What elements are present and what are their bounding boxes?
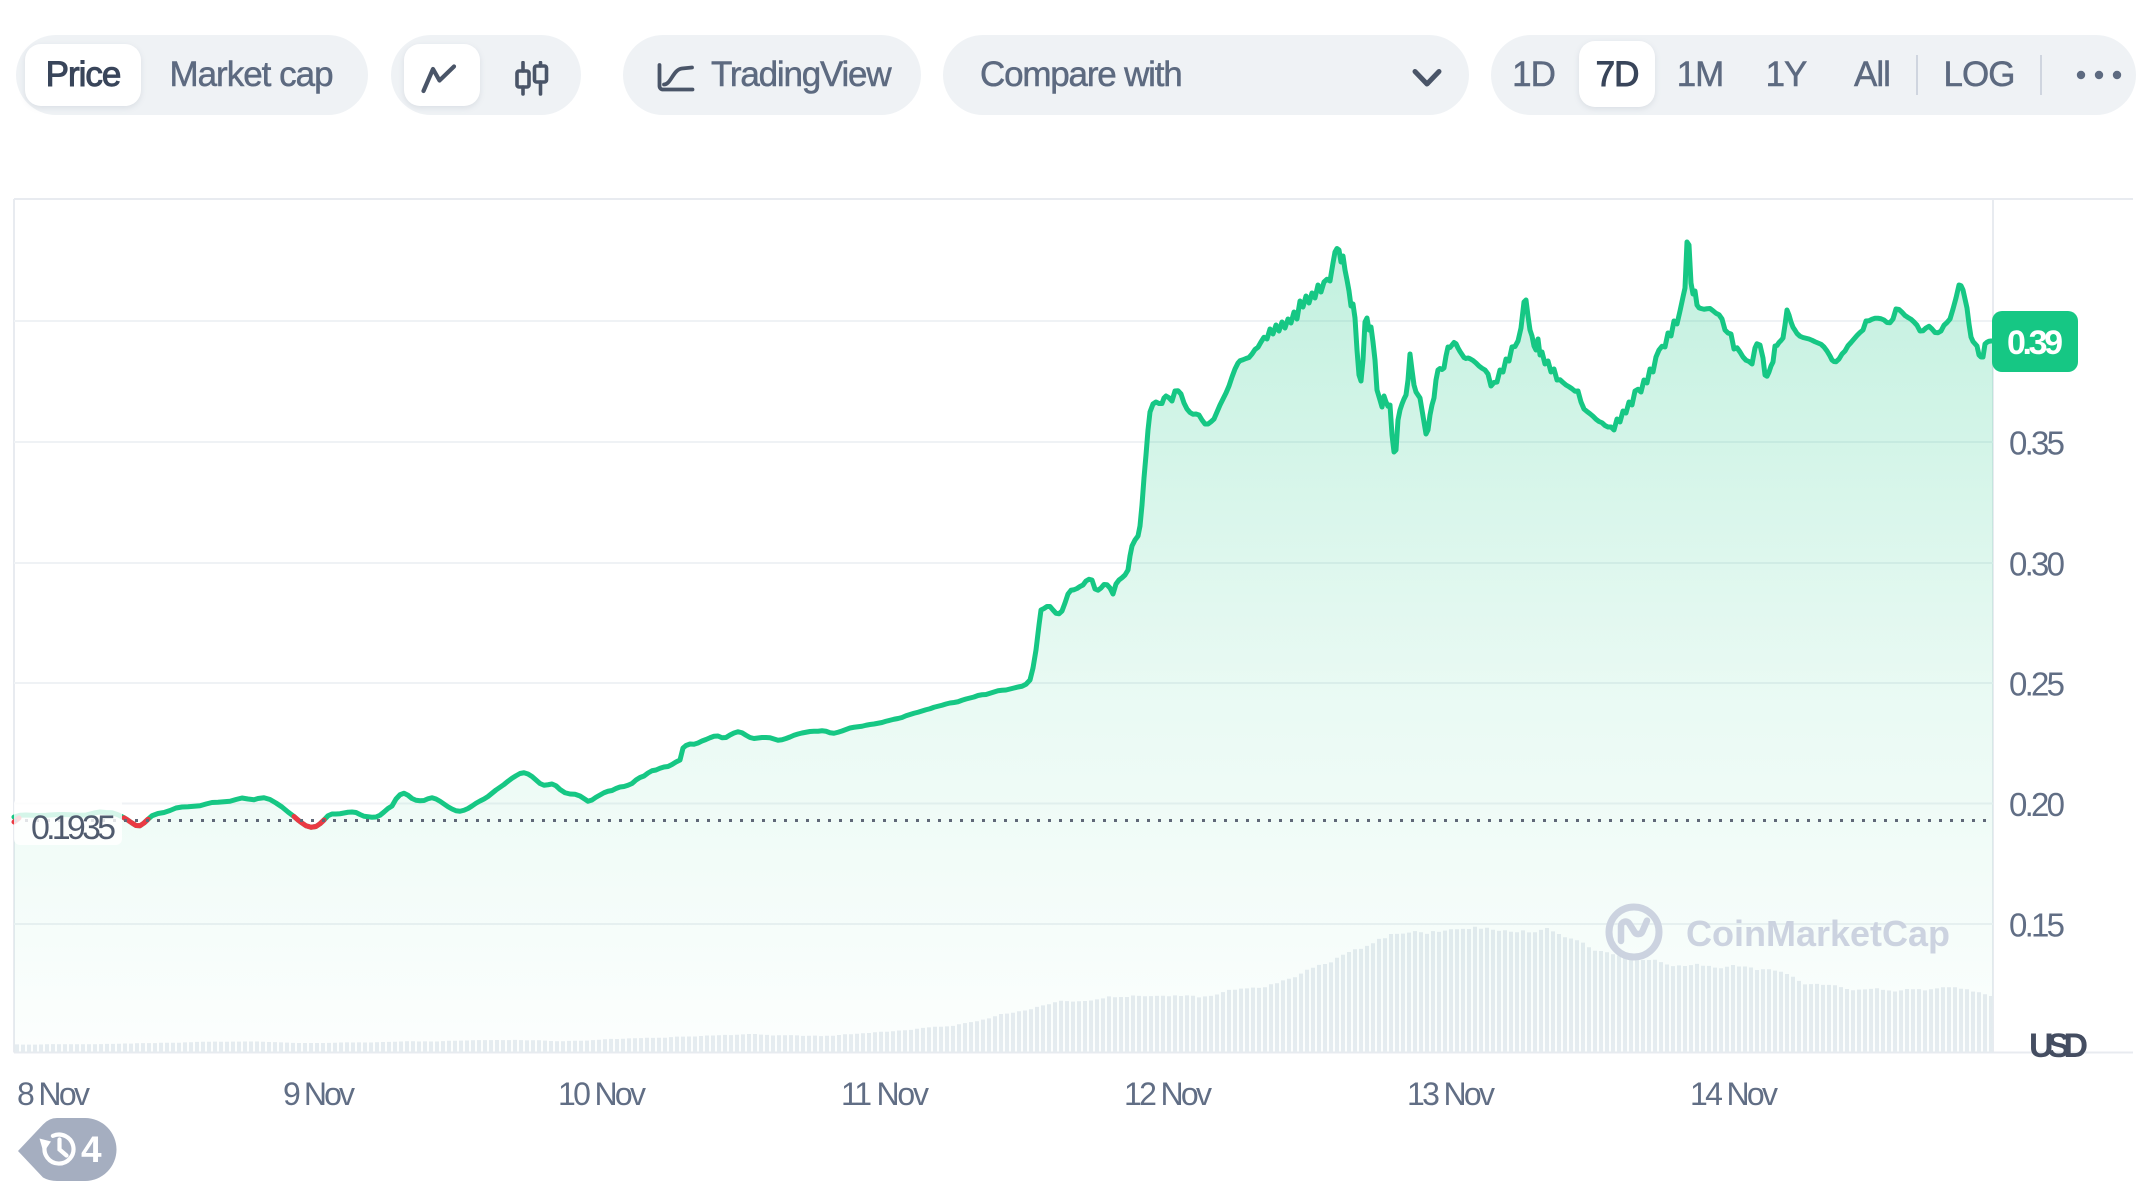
svg-text:0.25: 0.25	[2009, 666, 2065, 703]
svg-text:11 Nov: 11 Nov	[841, 1076, 929, 1112]
svg-text:10 Nov: 10 Nov	[558, 1076, 646, 1112]
svg-text:CoinMarketCap: CoinMarketCap	[1686, 913, 1950, 954]
svg-text:12 Nov: 12 Nov	[1124, 1076, 1212, 1112]
svg-text:0.20: 0.20	[2009, 786, 2065, 823]
svg-text:4: 4	[81, 1129, 102, 1170]
svg-text:0.15: 0.15	[2009, 907, 2065, 944]
svg-text:0.1935: 0.1935	[31, 809, 116, 847]
svg-text:13 Nov: 13 Nov	[1407, 1076, 1495, 1112]
svg-text:0.30: 0.30	[2009, 546, 2065, 583]
svg-text:14 Nov: 14 Nov	[1690, 1076, 1778, 1112]
svg-text:9 Nov: 9 Nov	[283, 1076, 355, 1112]
svg-text:USD: USD	[2029, 1027, 2088, 1065]
svg-text:8 Nov: 8 Nov	[17, 1076, 90, 1112]
svg-text:0.39: 0.39	[2007, 324, 2063, 362]
svg-text:0.35: 0.35	[2009, 425, 2065, 462]
